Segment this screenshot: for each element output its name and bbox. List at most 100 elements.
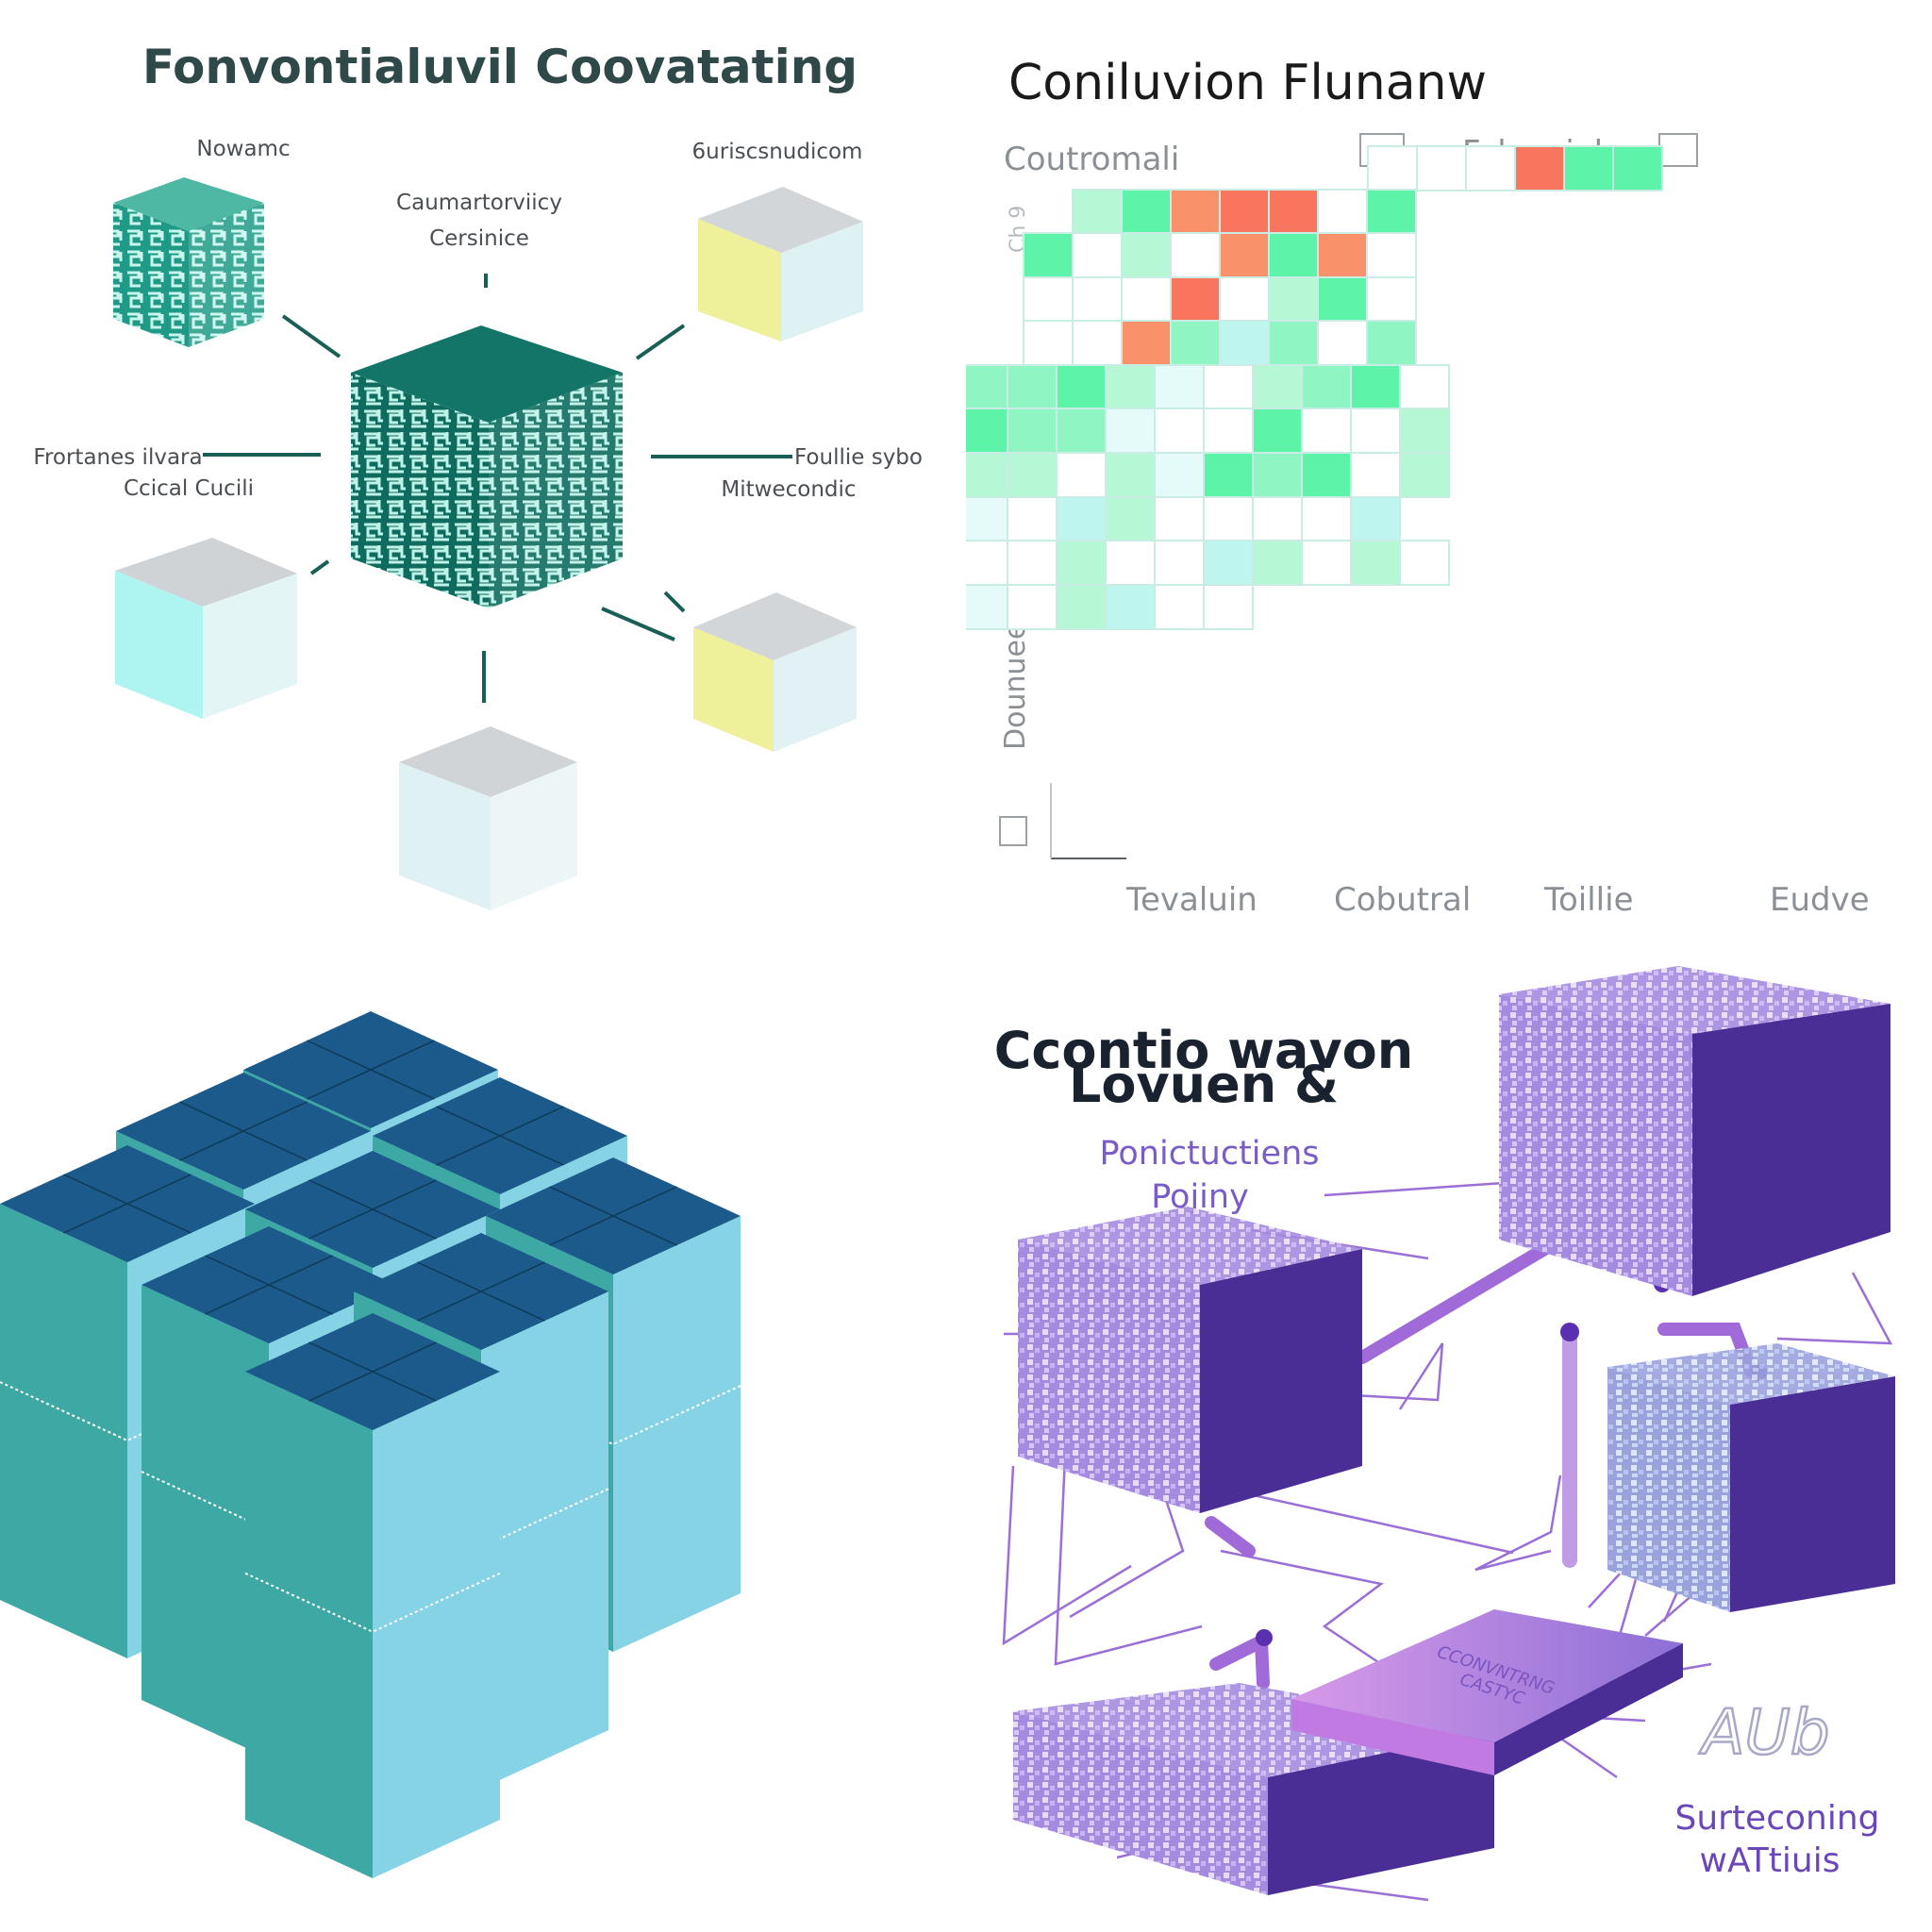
x-label-1: Tevaluin xyxy=(1125,881,1257,919)
heatmap-cell xyxy=(1105,540,1156,586)
heatmap-cell xyxy=(1252,364,1303,410)
heatmap-cell xyxy=(966,540,1008,586)
heatmap-cell xyxy=(1154,408,1205,454)
cube-cyan-left xyxy=(115,538,297,719)
isometric-blocks xyxy=(0,1011,741,1878)
heatmap-cell xyxy=(1317,189,1368,235)
heatmap-cell xyxy=(1465,145,1516,192)
heatmap-cell xyxy=(1056,364,1107,410)
heatmap-cell xyxy=(1366,189,1417,235)
heatmap-cell xyxy=(1301,540,1352,586)
heatmap-cell xyxy=(1007,408,1058,454)
label-right-1: Foullie sybo xyxy=(794,445,923,470)
heatmap-cell xyxy=(1514,145,1565,192)
heatmap-cell xyxy=(1366,232,1417,278)
heatmap-cell xyxy=(1252,496,1303,542)
x-label-3: Toillie xyxy=(1543,881,1634,919)
heatmap-cell xyxy=(1056,496,1107,542)
heatmap-cell xyxy=(1219,320,1270,366)
heatmap-cell xyxy=(1301,364,1352,410)
heatmap-cell xyxy=(1056,452,1107,498)
heatmap-cell xyxy=(1056,540,1107,586)
heatmap-cell xyxy=(1203,584,1254,630)
heatmap-cell xyxy=(1416,145,1467,192)
heatmap-cell xyxy=(1170,232,1221,278)
legend-label-1: Coutromali xyxy=(1004,141,1179,178)
heatmap-cell xyxy=(1072,320,1123,366)
heatmap-cell xyxy=(1203,452,1254,498)
label-left-1: Frortanes ilvara xyxy=(33,445,202,470)
heatmap-cell xyxy=(966,584,1008,630)
heatmap-cell xyxy=(1399,364,1450,410)
label-top-right: 6uriscsnudicom xyxy=(692,140,863,164)
heatmap-grid xyxy=(966,145,1663,630)
panel-cube-network: Fonvontialuvil Coovatating xyxy=(33,40,923,910)
heatmap-cell xyxy=(1056,584,1107,630)
label-right-2: Mitwecondic xyxy=(721,477,856,502)
panel4-title-2: Lovuen & xyxy=(1069,1055,1339,1114)
heatmap-cell xyxy=(1072,276,1123,323)
legend-box-2 xyxy=(1658,133,1698,167)
heatmap-cell xyxy=(1072,232,1123,278)
heatmap-cell xyxy=(966,496,1008,542)
heatmap-cell xyxy=(1023,232,1074,278)
label-left-1: Ponictuctiens xyxy=(1100,1135,1320,1173)
heatmap-cell xyxy=(1203,540,1254,586)
cube-yellow-top-right xyxy=(698,187,863,341)
label-center-top-2: Cersinice xyxy=(429,226,529,251)
panel-heatmap: Coniluvion Flunanw Coutromali Falgevial … xyxy=(966,55,1870,919)
heatmap-cell xyxy=(1203,408,1254,454)
heatmap-cell xyxy=(1203,496,1254,542)
label-center-top-1: Caumartorviicy xyxy=(396,191,562,215)
heatmap-cell xyxy=(1252,540,1303,586)
heatmap-cell xyxy=(1007,452,1058,498)
corner-box xyxy=(999,816,1027,846)
heatmap-cell xyxy=(1007,364,1058,410)
cube-yellow-right xyxy=(693,592,857,752)
panel1-title: Fonvontialuvil Coovatating xyxy=(142,40,858,94)
heatmap-cell xyxy=(1121,189,1172,235)
pixel-block-top-right xyxy=(1499,966,1890,1296)
x-label-4: Eudve xyxy=(1770,881,1870,919)
label-left-2: Ccical Cucili xyxy=(124,476,254,501)
heatmap-cell xyxy=(966,364,1008,410)
label-top-left: Nowamc xyxy=(196,137,290,161)
heatmap-cell xyxy=(1366,320,1417,366)
heatmap-cell xyxy=(1563,145,1614,192)
heatmap-cell xyxy=(1252,452,1303,498)
label-bottom-1: Surteconing xyxy=(1674,1799,1879,1838)
scribble-text: AUb xyxy=(1698,1696,1829,1769)
heatmap-cell xyxy=(1154,496,1205,542)
heatmap-cell xyxy=(1268,276,1319,323)
cube-small-teal xyxy=(113,177,264,347)
heatmap-cell xyxy=(1268,189,1319,235)
central-chip: CCONVNTRNG CASTYC xyxy=(1291,1609,1683,1775)
heatmap-cell xyxy=(1105,584,1156,630)
heatmap-cell xyxy=(1105,496,1156,542)
heatmap-cell xyxy=(1203,364,1254,410)
heatmap-cell xyxy=(1007,496,1058,542)
heatmap-cell xyxy=(1105,452,1156,498)
heatmap-cell xyxy=(1056,408,1107,454)
heatmap-cell xyxy=(1350,496,1401,542)
block-tower xyxy=(244,1313,501,1878)
heatmap-cell xyxy=(1301,496,1352,542)
panel1-labels: Nowamc 6uriscsnudicom Caumartorviicy Cer… xyxy=(33,137,923,502)
heatmap-cell xyxy=(1317,276,1368,323)
pixel-block-right xyxy=(1607,1343,1895,1612)
heatmap-cell xyxy=(1252,408,1303,454)
heatmap-cell xyxy=(1350,452,1401,498)
network-pipes xyxy=(1205,1239,1757,1690)
heatmap-cell xyxy=(1105,408,1156,454)
heatmap-cell xyxy=(1219,232,1270,278)
heatmap-cell xyxy=(1154,364,1205,410)
heatmap-cell xyxy=(1023,276,1074,323)
heatmap-cell xyxy=(966,408,1008,454)
heatmap-cell xyxy=(1350,408,1401,454)
heatmap-cell xyxy=(1154,584,1205,630)
heatmap-cell xyxy=(1350,540,1401,586)
heatmap-cell xyxy=(1399,408,1450,454)
heatmap-cell xyxy=(1121,232,1172,278)
cube-central-maze xyxy=(351,325,623,608)
